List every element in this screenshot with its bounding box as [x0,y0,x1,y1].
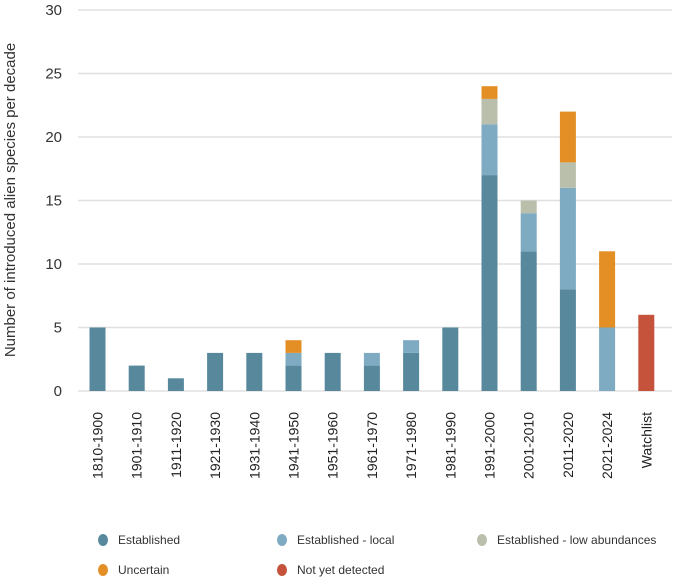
x-tick-label: 1921-1930 [207,412,223,479]
bar-segment-established [403,352,420,391]
y-tick-label: 25 [45,66,62,83]
bar-segment-established-local [363,352,380,366]
x-tick-label: 1971-1980 [403,412,419,479]
x-axis-ticks: 1810-1900 1901-1910 1911-1920 1921-1930 1931… [90,412,655,479]
bar-segment-established [363,365,380,391]
bar-segment-established-local [599,327,616,391]
x-tick-label: 2011-2020 [560,412,576,478]
y-tick-label: 15 [45,193,62,210]
legend-item: Uncertain [98,563,169,577]
bar-segment-established [442,327,459,391]
bar-segment-established-local [559,187,576,290]
legend-swatch [98,564,108,576]
bar-segment-established-local [285,352,302,366]
legend-label: Established - low abundances [497,533,656,547]
x-tick-label: 2001-2010 [521,412,537,479]
y-tick-label: 10 [45,256,62,273]
legend-item: Not yet detected [277,563,384,577]
bar-segment-established [89,327,106,391]
y-tick-label: 30 [45,2,62,19]
bar-segment-established [520,251,537,391]
bar-segment-established-low-abundances [559,162,576,188]
legend-item: Established - local [277,533,394,547]
y-axis-ticks: 0 5 10 15 20 25 30 [45,2,62,400]
x-tick-label: 1931-1940 [246,412,262,479]
legend-swatch [277,534,287,546]
legend-label: Not yet detected [297,563,384,577]
legend-swatch [98,534,108,546]
x-tick-label: 1951-1960 [325,412,341,479]
bar-segment-established [207,352,224,391]
gridlines [78,9,672,392]
bar-segment-established [167,378,184,391]
y-tick-label: 20 [45,129,62,146]
legend-item: Established [98,533,180,547]
bar-segment-uncertain [559,111,576,163]
bar-segment-uncertain [285,340,302,353]
bars [89,86,655,391]
bar-segment-established-low-abundances [481,98,498,125]
legend-swatch [277,564,287,576]
x-tick-label: 2021-2024 [599,412,615,479]
x-tick-label: 1911-1920 [168,412,184,478]
x-tick-label: 1981-1990 [442,412,458,479]
x-tick-label: 1991-2000 [482,412,498,479]
bar-segment-established [324,352,341,391]
legend-label: Uncertain [118,563,169,577]
bar-segment-not-yet-detected [638,314,655,391]
bar-segment-established [481,175,498,391]
bar-segment-established-local [403,340,420,353]
legend-swatch [477,534,487,546]
legend: Established Established - local Establishe… [98,533,656,577]
bar-segment-established-low-abundances [520,200,537,214]
bar-segment-uncertain [599,251,616,328]
bar-segment-established-local [481,124,498,176]
x-tick-label: 1961-1970 [364,412,380,479]
x-tick-label: 1941-1950 [286,412,302,479]
bar-segment-established [559,289,576,391]
bar-segment-established [285,365,302,391]
legend-label: Established [118,533,180,547]
x-tick-label: 1810-1900 [90,412,106,479]
y-tick-label: 0 [54,383,62,400]
legend-item: Established - low abundances [477,533,656,547]
y-tick-label: 5 [54,320,62,337]
bar-segment-established [128,365,145,391]
x-tick-label: 1901-1910 [129,412,145,479]
bar-segment-established [246,352,263,391]
y-axis-label: Number of introduced alien species per d… [2,43,19,357]
x-tick-label: Watchlist [638,412,654,468]
bar-segment-established-local [520,213,537,252]
bar-segment-uncertain [481,86,498,99]
legend-label: Established - local [297,533,394,547]
